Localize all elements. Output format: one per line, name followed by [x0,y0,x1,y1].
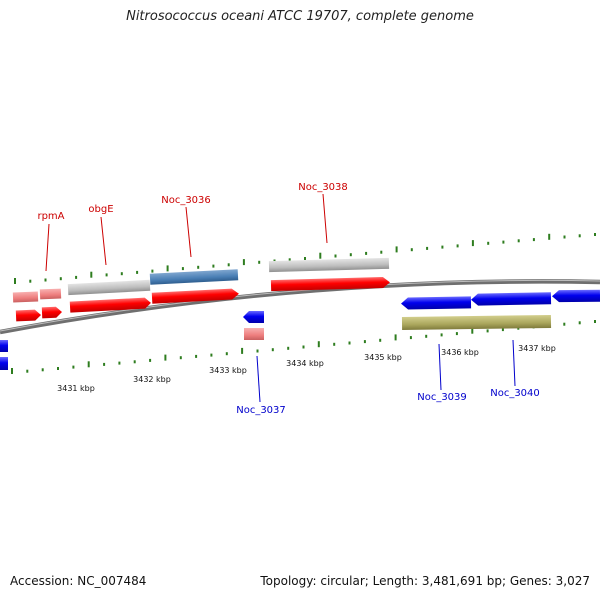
axis-label-3431: 3431 kbp [57,384,95,393]
leader-Noc_3040 [512,339,516,387]
cds-left-edge-blue-2[interactable] [0,357,8,370]
feature-obgE-gene[interactable] [67,279,151,296]
gene-label-Noc_3037[interactable]: Noc_3037 [236,405,286,416]
feature-pale-gene[interactable] [39,288,62,300]
accession-text: Accession: NC_007484 [10,574,147,588]
gene-label-rpmA[interactable]: rpmA [37,211,64,222]
cds-left-edge-blue-1[interactable] [0,340,8,352]
gene-label-Noc_3038[interactable]: Noc_3038 [298,182,348,193]
leader-Noc_3037 [256,355,261,403]
feature-Noc_3038-gene[interactable] [268,257,390,273]
cds-Noc_3038[interactable] [270,277,390,292]
axis-label-3435: 3435 kbp [364,353,402,362]
leader-Noc_3038 [322,193,328,244]
cds-Noc_3037[interactable] [243,311,264,323]
axis-label-3433: 3433 kbp [209,366,247,375]
genome-backbone-highlight [0,279,600,332]
feature-Noc_3037-gene[interactable] [244,328,264,340]
leader-rpmA [45,223,50,272]
axis-label-3434: 3434 kbp [286,359,324,368]
leader-obgE [100,216,107,266]
cds-obgE[interactable] [69,297,151,313]
leader-Noc_3036 [185,206,192,258]
genome-backbone [0,279,600,335]
feature-Noc_3039-Noc_3040-gene[interactable] [401,314,552,331]
feature-rpmA-gene[interactable] [12,291,39,303]
cds-small-red[interactable] [41,306,63,319]
gene-label-Noc_3039[interactable]: Noc_3039 [417,392,467,403]
topology-text: Topology: circular; Length: 3,481,691 bp… [260,574,590,588]
cds-Noc_3040[interactable] [471,292,552,306]
cds-right-edge-blue[interactable] [552,289,600,303]
upper-tick-ring [14,233,596,284]
gene-label-Noc_3040[interactable]: Noc_3040 [490,388,540,399]
cds-rpmA[interactable] [15,309,42,322]
axis-label-3436: 3436 kbp [441,348,479,357]
axis-label-3432: 3432 kbp [133,375,171,384]
map-title: Nitrosococcus oceani ATCC 19707, complet… [126,9,474,24]
axis-label-3437: 3437 kbp [518,344,556,353]
feature-Noc_3036-gene[interactable] [149,269,239,285]
gene-label-obgE[interactable]: obgE [88,204,113,215]
cds-Noc_3036[interactable] [151,288,239,304]
gene-label-Noc_3036[interactable]: Noc_3036 [161,195,211,206]
leader-Noc_3039 [438,343,442,391]
cds-Noc_3039[interactable] [401,296,472,310]
